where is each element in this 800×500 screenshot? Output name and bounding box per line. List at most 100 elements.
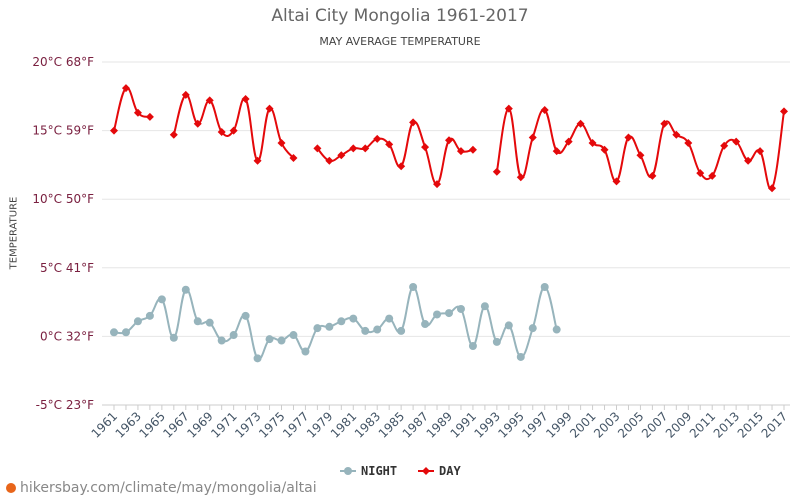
day-point (624, 133, 633, 142)
day-point (121, 84, 130, 93)
day-point (576, 119, 585, 128)
day-point (385, 140, 394, 149)
night-point (397, 326, 406, 335)
night-point (157, 295, 166, 304)
y-tick-label: -5°C 23°F (36, 398, 94, 412)
x-tick-label: 1999 (543, 409, 574, 440)
night-point (528, 324, 537, 333)
night-point (456, 304, 465, 313)
night-point (325, 322, 334, 331)
legend-day-label: DAY (439, 464, 461, 478)
x-tick-label: 1981 (328, 409, 359, 440)
x-tick-label: 1967 (160, 409, 191, 440)
night-point (349, 314, 358, 323)
day-point (708, 171, 717, 180)
x-tick-label: 1997 (519, 409, 550, 440)
x-tick-label: 1983 (352, 409, 383, 440)
x-tick-label: 1991 (448, 409, 479, 440)
x-tick-label: 1979 (304, 409, 335, 440)
day-point (648, 171, 657, 180)
x-tick-label: 1961 (89, 409, 120, 440)
day-point (540, 106, 549, 115)
day-point (684, 138, 693, 147)
day-point (552, 147, 561, 156)
day-point (768, 184, 777, 193)
y-tick-label: 0°C 32°F (40, 329, 94, 343)
day-point (504, 104, 513, 113)
day-point (528, 133, 537, 142)
day-point (564, 137, 573, 146)
x-tick-label: 1989 (424, 409, 455, 440)
night-point (433, 310, 442, 319)
day-point (289, 154, 298, 163)
day-point (397, 162, 406, 171)
day-series-line (113, 86, 151, 131)
night-point (552, 325, 561, 334)
day-point (756, 147, 765, 156)
night-point (253, 354, 262, 363)
night-point (313, 324, 322, 333)
day-point (516, 173, 525, 182)
x-tick-label: 1963 (113, 409, 144, 440)
day-point (409, 118, 418, 127)
day-point (349, 144, 358, 153)
day-point (720, 141, 729, 150)
day-point (253, 156, 262, 165)
day-point (433, 180, 442, 189)
night-point (480, 302, 489, 311)
day-point (696, 169, 705, 178)
day-point (445, 136, 453, 145)
x-tick-label: 1973 (232, 409, 263, 440)
x-tick-label: 2011 (687, 409, 718, 440)
day-point (241, 95, 250, 104)
day-point (325, 156, 334, 165)
day-point (421, 143, 430, 152)
x-tick-label: 1985 (376, 409, 407, 440)
x-tick-label: 2001 (567, 409, 598, 440)
x-tick-label: 1993 (471, 409, 502, 440)
night-point (241, 311, 250, 320)
chart-subtitle: MAY AVERAGE TEMPERATURE (319, 35, 481, 48)
day-point (205, 96, 214, 105)
x-tick-label: 1971 (208, 409, 239, 440)
day-point (265, 104, 274, 113)
night-point (265, 335, 274, 344)
x-tick-label: 2017 (759, 409, 790, 440)
day-point (732, 137, 741, 146)
day-point (313, 144, 322, 153)
x-tick-label: 1977 (280, 409, 311, 440)
x-tick-label: 2009 (663, 409, 694, 440)
legend-day-marker (422, 467, 430, 475)
night-point (277, 336, 286, 345)
day-point (217, 127, 226, 136)
day-point (337, 151, 346, 160)
day-point (110, 126, 118, 135)
day-point (229, 126, 238, 135)
day-point (612, 177, 621, 186)
day-point (468, 145, 477, 154)
night-point (229, 331, 238, 340)
legend-night-marker (344, 467, 352, 475)
night-point (205, 318, 214, 327)
footer-link[interactable]: hikersbay.com/climate/may/mongolia/altai (6, 480, 317, 496)
y-tick-label: 10°C 50°F (32, 192, 94, 206)
night-series-line (113, 286, 558, 361)
x-tick-label: 2015 (735, 409, 766, 440)
day-point (133, 108, 142, 117)
night-point (409, 283, 418, 292)
x-tick-label: 2003 (591, 409, 622, 440)
x-tick-label: 1975 (256, 409, 287, 440)
day-point (361, 144, 370, 153)
night-point (181, 285, 190, 294)
night-point (385, 314, 394, 323)
night-point (445, 309, 453, 318)
night-point (193, 317, 202, 326)
night-point (540, 283, 549, 292)
day-point (600, 145, 609, 154)
night-point (289, 331, 298, 340)
footer-text: hikersbay.com/climate/may/mongolia/altai (20, 480, 317, 496)
night-point (169, 333, 178, 342)
x-tick-label: 2005 (615, 409, 646, 440)
night-point (301, 347, 310, 356)
legend-night-label: NIGHT (361, 464, 397, 478)
